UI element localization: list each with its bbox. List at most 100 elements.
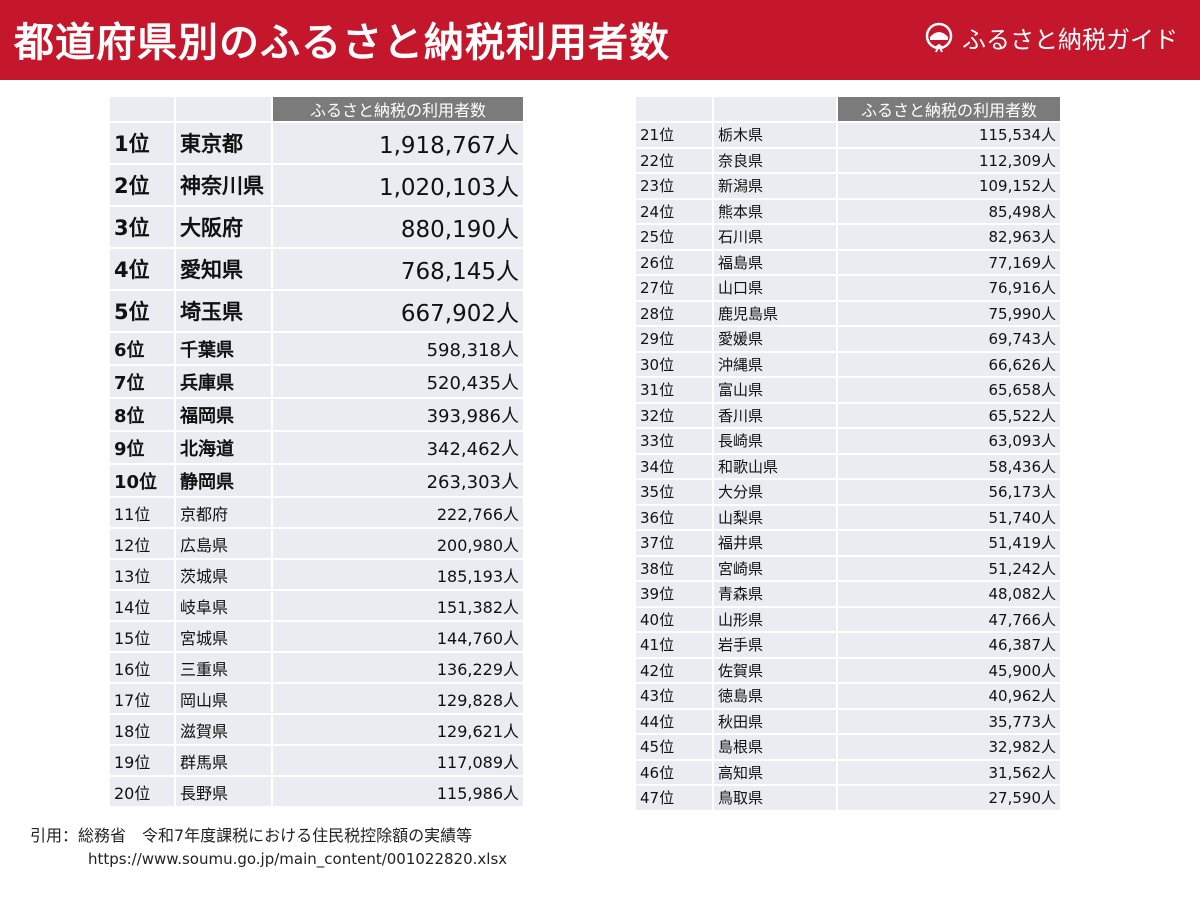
users-count-cell: 393,986人 [273,399,523,430]
prefecture-cell: 山形県 [714,607,836,631]
table-row: 32位 香川県 65,522人 [636,403,1060,427]
users-count-cell: 45,900人 [838,658,1060,682]
prefecture-cell: 北海道 [176,432,271,463]
rank-cell: 8位 [110,399,174,430]
table-header-row: ふるさと納税の利用者数 [110,97,523,121]
users-count-cell: 185,193人 [273,560,523,589]
rank-cell: 26位 [636,250,712,274]
table-row: 19位 群馬県 117,089人 [110,746,523,775]
prefecture-cell: 埼玉県 [176,291,271,331]
table-row: 14位 岐阜県 151,382人 [110,591,523,620]
table-row: 5位 埼玉県 667,902人 [110,291,523,331]
users-count-cell: 46,387人 [838,633,1060,657]
prefecture-cell: 徳島県 [714,684,836,708]
rank-cell: 28位 [636,301,712,325]
table-row: 31位 富山県 65,658人 [636,378,1060,402]
prefecture-cell: 山梨県 [714,505,836,529]
prefecture-cell: 福井県 [714,531,836,555]
users-count-cell: 200,980人 [273,529,523,558]
users-count-cell: 222,766人 [273,498,523,527]
table-row: 10位 静岡県 263,303人 [110,465,523,496]
table-row: 3位 大阪府 880,190人 [110,207,523,247]
prefecture-cell: 石川県 [714,225,836,249]
prefecture-cell: 富山県 [714,378,836,402]
table-row: 33位 長崎県 63,093人 [636,429,1060,453]
prefecture-cell: 熊本県 [714,199,836,223]
page-title: 都道府県別のふるさと納税利用者数 [14,20,670,66]
citation-text: 引用：総務省 令和7年度課税における住民税控除額の実績等 [30,826,473,845]
rank-cell: 42位 [636,658,712,682]
rank-cell: 7位 [110,366,174,397]
table-row: 16位 三重県 136,229人 [110,653,523,682]
prefecture-cell: 沖縄県 [714,352,836,376]
rank-cell: 11位 [110,498,174,527]
table-row: 27位 山口県 76,916人 [636,276,1060,300]
prefecture-cell: 岩手県 [714,633,836,657]
table-row: 46位 高知県 31,562人 [636,760,1060,784]
table-row: 11位 京都府 222,766人 [110,498,523,527]
users-count-cell: 51,740人 [838,505,1060,529]
users-count-cell: 115,986人 [273,777,523,806]
users-count-cell: 85,498人 [838,199,1060,223]
users-count-cell: 66,626人 [838,352,1060,376]
prefecture-cell: 福岡県 [176,399,271,430]
prefecture-cell: 長崎県 [714,429,836,453]
table-row: 1位 東京都 1,918,767人 [110,123,523,163]
table-row: 24位 熊本県 85,498人 [636,199,1060,223]
rank-cell: 46位 [636,760,712,784]
table-row: 26位 福島県 77,169人 [636,250,1060,274]
users-count-cell: 1,020,103人 [273,165,523,205]
prefecture-cell: 佐賀県 [714,658,836,682]
table-row: 25位 石川県 82,963人 [636,225,1060,249]
rank-cell: 12位 [110,529,174,558]
users-count-cell: 117,089人 [273,746,523,775]
header-blank [636,97,712,121]
users-count-cell: 32,982人 [838,735,1060,759]
rank-cell: 39位 [636,582,712,606]
table-row: 30位 沖縄県 66,626人 [636,352,1060,376]
users-count-cell: 129,621人 [273,715,523,744]
rank-cell: 4位 [110,249,174,289]
prefecture-cell: 奈良県 [714,148,836,172]
prefecture-cell: 岐阜県 [176,591,271,620]
users-count-cell: 75,990人 [838,301,1060,325]
table-row: 28位 鹿児島県 75,990人 [636,301,1060,325]
rank-cell: 33位 [636,429,712,453]
rank-cell: 1位 [110,123,174,163]
table-row: 36位 山梨県 51,740人 [636,505,1060,529]
rank-cell: 24位 [636,199,712,223]
rank-cell: 38位 [636,556,712,580]
users-count-cell: 51,242人 [838,556,1060,580]
prefecture-cell: 福島県 [714,250,836,274]
rank-cell: 29位 [636,327,712,351]
prefecture-cell: 鹿児島県 [714,301,836,325]
prefecture-cell: 愛知県 [176,249,271,289]
rank-cell: 37位 [636,531,712,555]
table-row: 34位 和歌山県 58,436人 [636,454,1060,478]
prefecture-cell: 兵庫県 [176,366,271,397]
rank-cell: 6位 [110,333,174,364]
prefecture-cell: 静岡県 [176,465,271,496]
users-count-cell: 77,169人 [838,250,1060,274]
prefecture-cell: 秋田県 [714,709,836,733]
users-count-cell: 768,145人 [273,249,523,289]
prefecture-cell: 東京都 [176,123,271,163]
rank-cell: 19位 [110,746,174,775]
rank-cell: 32位 [636,403,712,427]
prefecture-cell: 大分県 [714,480,836,504]
citation-url: https://www.soumu.go.jp/main_content/001… [88,850,508,868]
logo-icon [925,22,953,52]
table-row: 45位 島根県 32,982人 [636,735,1060,759]
rank-cell: 35位 [636,480,712,504]
table-row: 20位 長野県 115,986人 [110,777,523,806]
prefecture-cell: 千葉県 [176,333,271,364]
rank-cell: 36位 [636,505,712,529]
table-row: 40位 山形県 47,766人 [636,607,1060,631]
rank-cell: 16位 [110,653,174,682]
users-count-cell: 56,173人 [838,480,1060,504]
table-row: 7位 兵庫県 520,435人 [110,366,523,397]
users-count-cell: 40,962人 [838,684,1060,708]
table-row: 42位 佐賀県 45,900人 [636,658,1060,682]
users-count-cell: 63,093人 [838,429,1060,453]
table-row: 13位 茨城県 185,193人 [110,560,523,589]
